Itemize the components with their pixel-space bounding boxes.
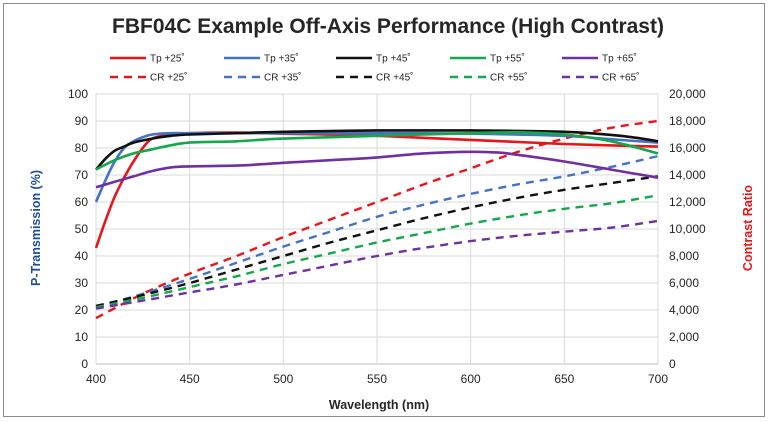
- y2-tick-label: 14,000: [669, 168, 706, 182]
- legend: Tp +25˚ Tp +35˚ Tp +45˚ Tp +55˚ Tp +65˚ CR +2…: [110, 53, 640, 84]
- y-tick-label: 80: [75, 141, 89, 155]
- x-tick-label: 450: [180, 372, 200, 386]
- y2-tick-label: 8,000: [669, 249, 699, 263]
- series-line: [95, 150, 659, 189]
- y2-tick-label: 12,000: [669, 195, 706, 209]
- legend-label: CR +35˚: [264, 72, 302, 84]
- y-tick-label: 100: [68, 87, 88, 101]
- x-tick-label: 650: [554, 372, 574, 386]
- legend-label: Tp +35˚: [264, 53, 299, 65]
- y2-tick-label: 2,000: [669, 330, 699, 344]
- y2-tick-label: 16,000: [669, 141, 706, 155]
- series-line: [95, 128, 659, 171]
- legend-label: CR +55˚: [490, 72, 528, 84]
- legend-label: CR +45˚: [376, 72, 414, 84]
- chart-frame: [3, 3, 765, 417]
- y-tick-label: 20: [75, 303, 89, 317]
- x-tick-label: 700: [648, 372, 668, 386]
- series-line: [95, 130, 659, 171]
- y2-axis-label: Contrast Ratio: [741, 185, 755, 271]
- y-tick-label: 0: [81, 357, 88, 371]
- x-axis-label: Wavelength (nm): [329, 398, 429, 412]
- x-tick-label: 500: [273, 372, 293, 386]
- legend-label: Tp +65˚: [602, 53, 637, 65]
- y-tick-label: 90: [75, 114, 89, 128]
- y-tick-label: 70: [75, 168, 89, 182]
- legend-label: Tp +25˚: [150, 53, 185, 65]
- y2-tick-label: 18,000: [669, 114, 706, 128]
- tick-labels: 0 10 20 30 40 50 60 70 80 90 100 0 2,000 4,000 6,000 8,…: [68, 87, 706, 386]
- x-tick-label: 600: [461, 372, 481, 386]
- y2-tick-label: 20,000: [669, 87, 706, 101]
- y2-tick-label: 0: [669, 357, 676, 371]
- series-line: [95, 119, 659, 320]
- legend-label: Tp +45˚: [376, 53, 411, 65]
- legend-label: CR +65˚: [602, 72, 640, 84]
- y-tick-label: 30: [75, 276, 89, 290]
- chart-title: FBF04C Example Off-Axis Performance (Hig…: [112, 15, 664, 38]
- y-axis-label: P-Transmission (%): [29, 170, 43, 286]
- y-tick-label: 10: [75, 330, 89, 344]
- x-tick-label: 550: [367, 372, 387, 386]
- y-tick-label: 60: [75, 195, 89, 209]
- series-layer: [94, 119, 659, 320]
- x-tick-label: 400: [86, 372, 106, 386]
- series-line: [95, 154, 659, 309]
- series-line: [95, 175, 659, 308]
- legend-label: Tp +55˚: [490, 53, 525, 65]
- series-line: [94, 131, 659, 203]
- y2-tick-label: 6,000: [669, 276, 699, 290]
- series-line: [95, 194, 659, 309]
- series-line: [95, 219, 659, 310]
- y-tick-label: 40: [75, 249, 89, 263]
- y-tick-label: 50: [75, 222, 89, 236]
- y2-tick-label: 10,000: [669, 222, 706, 236]
- legend-label: CR +25˚: [150, 72, 188, 84]
- y2-tick-label: 4,000: [669, 303, 699, 317]
